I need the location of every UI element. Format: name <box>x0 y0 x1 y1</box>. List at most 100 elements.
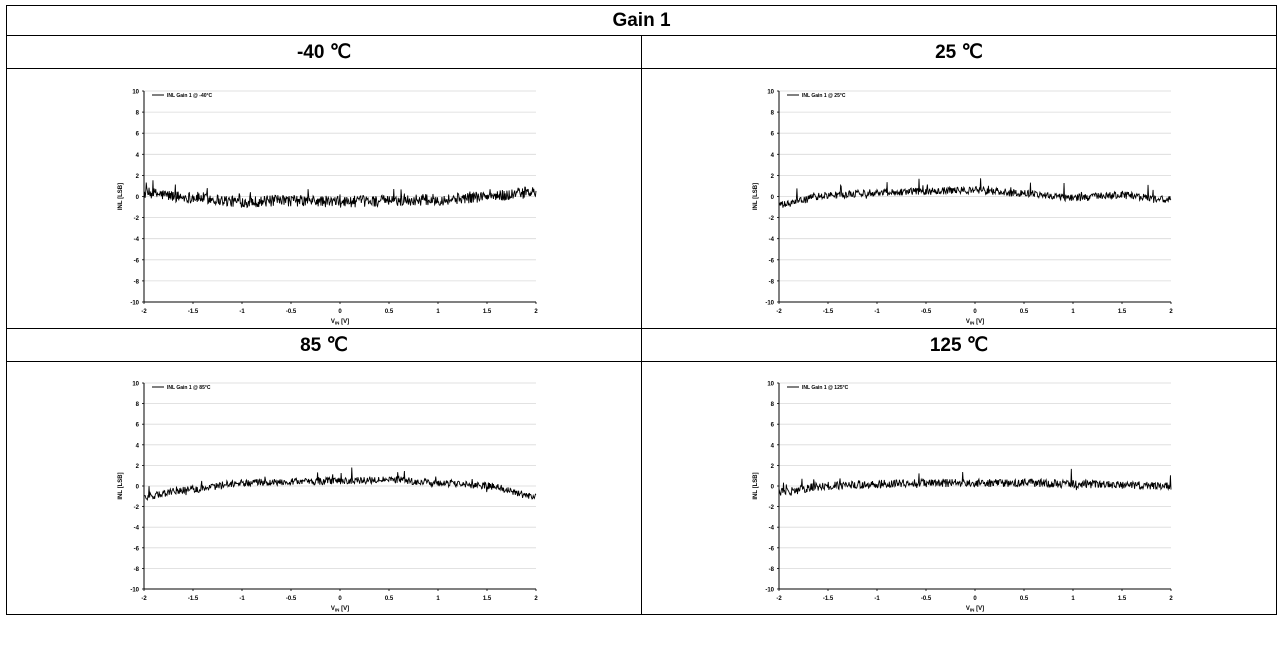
y-tick-label: 2 <box>136 174 140 180</box>
x-tick-label: 0 <box>973 596 977 602</box>
x-tick-label: -2 <box>776 596 782 602</box>
y-tick-label: -2 <box>134 216 140 222</box>
chart-cell-85: 10 8 6 4 2 0 -2 -4 -6 -8 -10 -2 -1.5 -1 -0.5 0 0.5 1 1.5 2 V… <box>6 361 642 615</box>
y-tick-label: -6 <box>134 258 140 264</box>
x-tick-label: -1.5 <box>188 309 199 315</box>
x-tick-label: -1.5 <box>823 309 834 315</box>
x-tick-label: -1 <box>239 309 245 315</box>
x-tick-label: -1.5 <box>823 596 834 602</box>
y-tick-label: -8 <box>134 567 140 573</box>
x-tick-label: -1 <box>874 309 880 315</box>
x-tick-label: 0.5 <box>1020 596 1029 602</box>
y-tick-label: 6 <box>771 132 775 138</box>
y-tick-label: 10 <box>132 382 139 388</box>
x-tick-label: 2 <box>1169 596 1173 602</box>
header-125: 125 ℃ <box>641 328 1277 362</box>
x-tick-label: 1.5 <box>483 596 492 602</box>
y-tick-label: -8 <box>769 279 775 285</box>
x-tick-label: 1.5 <box>1118 309 1127 315</box>
y-tick-label: 0 <box>136 195 140 201</box>
y-tick-label: 4 <box>771 153 775 159</box>
legend-label: INL Gain 1 @ 25°C <box>802 93 846 99</box>
legend-label: INL Gain 1 @ 125°C <box>802 385 849 391</box>
y-tick-label: 10 <box>767 90 774 96</box>
x-axis-label: VIN [V] <box>966 606 984 613</box>
x-tick-label: 1 <box>1071 596 1075 602</box>
header-25: 25 ℃ <box>641 35 1277 69</box>
x-tick-label: 1 <box>1071 309 1075 315</box>
results-table: Gain 1 -40 ℃ 25 ℃ 10 8 6 4 2 0 -2 -4 -6 -8 -10 -2 -1… <box>6 5 1277 615</box>
table-title: Gain 1 <box>6 5 1277 36</box>
y-tick-label: -6 <box>769 258 775 264</box>
x-tick-label: 2 <box>1169 309 1173 315</box>
y-tick-label: -8 <box>134 279 140 285</box>
y-tick-label: 4 <box>136 153 140 159</box>
y-tick-label: 0 <box>136 485 140 491</box>
y-tick-label: 2 <box>136 464 140 470</box>
y-tick-label: 4 <box>771 443 775 449</box>
y-tick-label: 4 <box>136 443 140 449</box>
x-axis-label: VIN [V] <box>331 606 349 613</box>
y-tick-label: -4 <box>769 237 775 243</box>
x-tick-label: 1.5 <box>1118 596 1127 602</box>
legend-label: INL Gain 1 @ 85°C <box>167 385 211 391</box>
y-axis-label: INL [LSB] <box>118 183 124 210</box>
y-tick-label: 6 <box>771 423 775 429</box>
x-axis-label: VIN [V] <box>966 319 984 326</box>
x-axis-label: VIN [V] <box>331 319 349 326</box>
x-tick-label: 2 <box>534 596 538 602</box>
inl-series-line <box>778 468 1172 497</box>
x-tick-label: -2 <box>776 309 782 315</box>
y-tick-label: 0 <box>771 485 775 491</box>
y-tick-label: -4 <box>134 526 140 532</box>
y-axis-label: INL [LSB] <box>753 472 759 499</box>
y-tick-label: 2 <box>771 464 775 470</box>
x-tick-label: 0 <box>973 309 977 315</box>
inl-series-line <box>778 178 1172 208</box>
y-tick-label: -8 <box>769 567 775 573</box>
y-tick-label: -4 <box>769 526 775 532</box>
x-tick-label: -1 <box>874 596 880 602</box>
y-tick-label: -6 <box>769 546 775 552</box>
x-tick-label: 1 <box>436 309 440 315</box>
y-tick-label: -10 <box>765 301 774 307</box>
chart-cell-25: 10 8 6 4 2 0 -2 -4 -6 -8 -10 -2 -1.5 -1 -0.5 0 0.5 1 1.5 2 V… <box>641 68 1277 329</box>
y-tick-label: 10 <box>767 382 774 388</box>
header-minus40: -40 ℃ <box>6 35 642 69</box>
x-tick-label: 1 <box>436 596 440 602</box>
x-tick-label: 0 <box>338 309 342 315</box>
y-tick-label: -6 <box>134 546 140 552</box>
y-tick-label: -10 <box>130 301 139 307</box>
y-tick-label: -4 <box>134 237 140 243</box>
x-tick-label: -2 <box>141 309 147 315</box>
y-axis-label: INL [LSB] <box>118 472 124 499</box>
y-tick-label: -10 <box>130 588 139 594</box>
x-tick-label: 0.5 <box>385 596 394 602</box>
y-tick-label: 6 <box>136 132 140 138</box>
y-tick-label: 8 <box>771 111 775 117</box>
y-tick-label: -2 <box>134 505 140 511</box>
x-tick-label: -0.5 <box>921 596 932 602</box>
x-tick-label: 0.5 <box>385 309 394 315</box>
chart-cell-minus40: 10 8 6 4 2 0 -2 -4 -6 -8 -10 -2 -1.5 -1 -0.5 0 0.5 1 1.5 2 V… <box>6 68 642 329</box>
y-tick-label: 0 <box>771 195 775 201</box>
x-tick-label: -2 <box>141 596 147 602</box>
y-tick-label: 8 <box>771 402 775 408</box>
inl-series-line <box>143 467 537 501</box>
y-tick-label: -2 <box>769 216 775 222</box>
y-tick-label: 8 <box>136 111 140 117</box>
chart-cell-125: 10 8 6 4 2 0 -2 -4 -6 -8 -10 -2 -1.5 -1 -0.5 0 0.5 1 1.5 2 V… <box>641 361 1277 615</box>
x-tick-label: 1.5 <box>483 309 492 315</box>
x-tick-label: -0.5 <box>286 309 297 315</box>
y-tick-label: 6 <box>136 423 140 429</box>
y-tick-label: 8 <box>136 402 140 408</box>
header-85: 85 ℃ <box>6 328 642 362</box>
x-tick-label: 0.5 <box>1020 309 1029 315</box>
y-tick-label: 2 <box>771 174 775 180</box>
x-tick-label: -1.5 <box>188 596 199 602</box>
y-tick-label: -10 <box>765 588 774 594</box>
